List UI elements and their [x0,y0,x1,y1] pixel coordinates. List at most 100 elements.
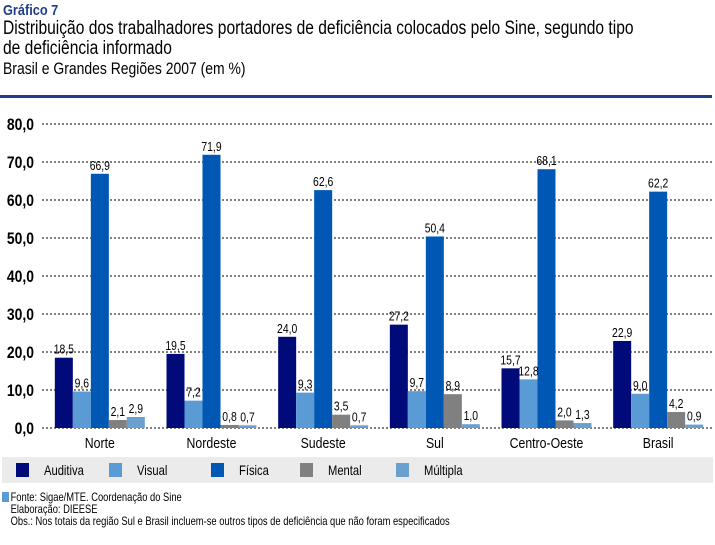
x-tick-label: Brasil [643,435,674,451]
bar-mental [443,394,462,428]
legend-swatch [300,463,313,477]
legend-swatch [211,463,224,477]
chart-title-line-1: Distribuição dos trabalhadores portadore… [3,18,634,39]
data-label: 0,8 [222,410,237,424]
bar-auditiva [389,324,408,428]
bar-visual [184,400,203,428]
y-tick-label: 20,0 [7,344,34,363]
bar-física [537,169,556,428]
data-label: 22,9 [612,326,632,340]
y-tick-label: 10,0 [7,382,34,401]
data-label: 0,9 [687,410,701,424]
data-label: 71,9 [201,140,221,154]
bar-chart: 0,0 10,0 20,0 30,0 40,0 50,0 60,0 70,0 80,0 18,5… [7,116,712,451]
chart-subtitle: Brasil e Grandes Regiões 2007 (em %) [3,59,246,78]
y-tick-label: 80,0 [7,116,34,135]
bar-visual [407,391,426,428]
legend-label: Auditiva [44,462,84,478]
source-bullet-icon [2,492,10,502]
bar-mental [108,420,127,428]
x-axis-ticks: Norte Nordeste Sudeste Sul Centro-Oeste Brasi… [85,435,674,451]
data-label: 27,2 [389,310,409,324]
bar-física [90,173,109,428]
bar-múltipla [573,423,592,428]
legend-label: Mental [328,462,362,478]
chart-title-line-2: de deficiência informado [3,38,172,59]
gridlines [42,123,712,429]
x-tick-label: Sudeste [301,435,346,451]
legend-item-auditiva: Auditiva [16,462,94,478]
data-label: 9,6 [75,376,90,390]
chart-notes: Fonte: Sigae/MTE. Coordenação do Sine El… [2,491,576,527]
bar-múltipla [126,416,145,428]
bar-auditiva [166,353,185,428]
bar-múltipla [685,424,704,428]
bar-auditiva [54,357,73,428]
legend-label: Múltipla [424,462,463,478]
data-label: 62,2 [648,177,668,191]
data-label: 62,6 [313,175,334,189]
legend-item-visual: Visual [109,462,175,478]
legend-item-física: Física [211,462,276,478]
bar-física [425,236,444,428]
bar-física [649,191,668,428]
chart-kicker: Gráfico 7 [3,2,59,19]
x-tick-label: Centro-Oeste [510,435,584,451]
data-label: 12,8 [518,364,539,378]
data-label: 1,3 [575,408,590,422]
obs-text: Obs.: Nos totais da região Sul e Brasil … [10,514,450,528]
y-tick-label: 50,0 [7,230,34,249]
y-tick-label: 70,0 [7,154,34,173]
data-label: 2,1 [111,405,125,419]
data-label: 0,7 [352,410,366,424]
data-label: 8,9 [446,379,460,393]
y-axis-ticks: 0,0 10,0 20,0 30,0 40,0 50,0 60,0 70,0 80,0 [7,116,34,439]
y-tick-label: 40,0 [7,268,34,287]
bar-auditiva [278,336,297,428]
bar-mental [332,414,351,428]
data-label: 4,2 [669,397,683,411]
data-label: 50,4 [425,221,446,235]
bar-física [314,190,333,428]
bar-auditiva [501,368,520,428]
data-label: 9,7 [410,376,424,390]
legend-item-múltipla: Múltipla [396,462,472,478]
legend: Auditiva Visual Física Mental Múltipla [2,457,713,483]
y-tick-label: 30,0 [7,306,34,325]
bar-física [202,154,221,428]
data-labels: 18,59,666,92,1 2,919,57,271,90,8 0,724,09,… [54,140,702,425]
bar-mental [220,424,239,428]
data-label: 66,9 [90,159,110,173]
data-label: 7,2 [186,386,200,400]
header-divider [0,95,712,98]
bar-múltipla [238,425,257,428]
data-label: 15,7 [500,353,520,367]
source-text: Fonte: Sigae/MTE. Coordenação do Sine [10,490,182,504]
legend-item-mental: Mental [300,462,370,478]
legend-label: Visual [137,462,168,478]
bar-visual [519,379,538,428]
x-tick-label: Norte [85,435,115,451]
bars [54,154,704,428]
bar-visual [631,393,650,428]
source-note: Fonte: Sigae/MTE. Coordenação do Sine [2,491,450,503]
data-label: 68,1 [536,154,556,168]
bar-múltipla [461,424,480,428]
x-tick-label: Sul [426,435,444,451]
data-label: 1,0 [464,409,479,423]
bar-visual [296,392,315,428]
legend-swatch [16,463,29,477]
data-label: 18,5 [54,343,75,357]
obs-note: Obs.: Nos totais da região Sul e Brasil … [2,515,450,527]
elaboration-note: Elaboração: DIEESE [2,503,450,515]
y-tick-label: 0,0 [15,420,34,439]
x-tick-label: Nordeste [187,435,237,451]
legend-label: Física [239,462,269,478]
bar-múltipla [350,425,369,428]
data-label: 0,7 [240,410,254,424]
data-label: 24,0 [277,322,298,336]
legend-swatch [396,463,409,477]
data-label: 19,5 [165,339,186,353]
bar-mental [555,420,574,428]
bar-auditiva [613,340,632,428]
